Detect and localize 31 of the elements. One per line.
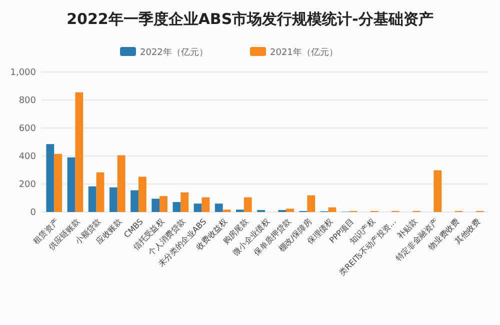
bar	[194, 204, 202, 212]
y-tick-label: 200	[18, 180, 36, 190]
bar	[130, 190, 138, 212]
bar	[328, 207, 336, 212]
bar	[96, 172, 104, 212]
y-tick-label: 0	[30, 208, 36, 218]
bar	[286, 208, 294, 212]
bar	[180, 192, 189, 212]
bar	[172, 202, 181, 212]
y-tick-label: 600	[18, 124, 36, 134]
bar	[244, 197, 252, 212]
bar	[54, 154, 62, 212]
bar	[75, 92, 84, 212]
bar	[117, 155, 126, 212]
bar	[109, 187, 118, 212]
bar	[138, 176, 146, 212]
bar	[88, 186, 96, 212]
y-tick-label: 1,000	[10, 68, 36, 78]
legend-label: 2022年（亿元）	[140, 47, 208, 58]
legend-label: 2021年（亿元）	[270, 47, 338, 58]
bar	[202, 197, 210, 212]
y-tick-label: 800	[18, 96, 36, 106]
bar	[152, 198, 160, 212]
y-tick-label: 400	[18, 152, 36, 162]
chart-title: 2022年一季度企业ABS市场发行规模统计-分基础资产	[66, 10, 434, 28]
bar	[46, 144, 54, 212]
bar	[67, 157, 76, 212]
bar	[214, 204, 223, 212]
bar	[160, 196, 168, 212]
bar	[307, 195, 316, 212]
bar	[434, 170, 442, 212]
